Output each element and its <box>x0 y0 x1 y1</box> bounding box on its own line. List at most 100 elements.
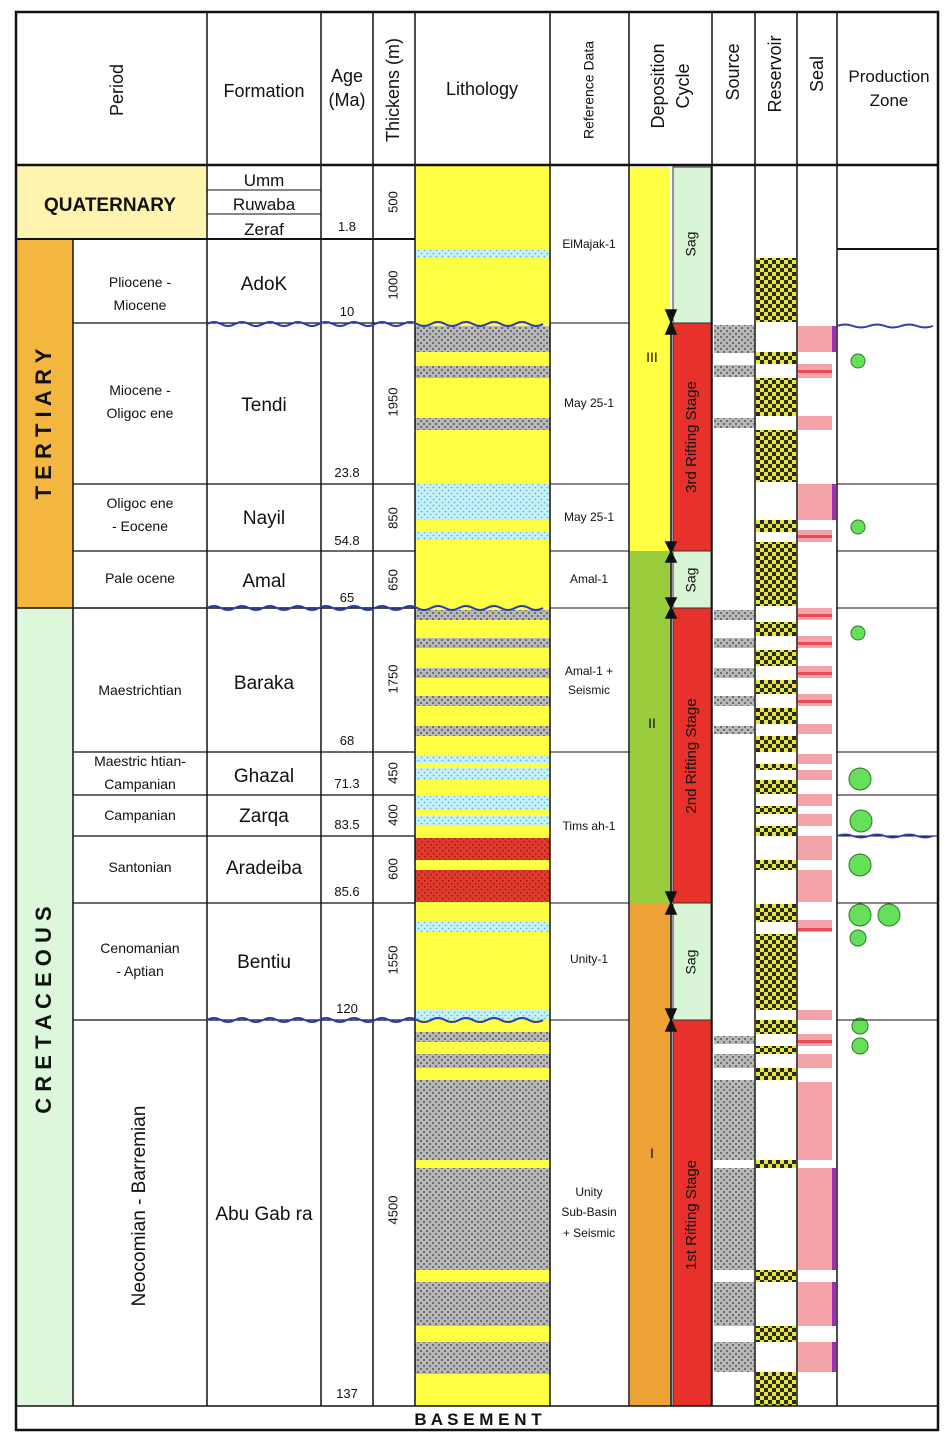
lithology-shale-band <box>415 1342 550 1374</box>
period-label: Pliocene - <box>109 274 172 290</box>
seal-band <box>798 1054 832 1068</box>
reservoir-band <box>756 806 796 814</box>
reservoir-band <box>756 430 796 482</box>
header-age-line1: Age <box>331 66 363 86</box>
reservoir-band <box>756 1068 796 1080</box>
source-shale-band <box>714 1282 754 1326</box>
source-shale-band <box>714 668 754 678</box>
seal-band <box>798 1342 832 1372</box>
production-zone-marker <box>850 519 866 535</box>
reservoir-band <box>756 764 796 770</box>
period-label: Pale ocene <box>105 570 175 586</box>
period-label: Maestrichtian <box>98 682 181 698</box>
production-zone-marker <box>849 809 873 833</box>
era-background-fills <box>16 165 207 1406</box>
reference-label: Amal-1 <box>570 572 608 586</box>
lithology-shale-band <box>415 418 550 430</box>
header-formation: Formation <box>223 81 304 101</box>
era-tertiary: T E R T I A R Y <box>31 348 56 499</box>
source-shale-band <box>714 696 754 706</box>
reference-label: Tims ah-1 <box>563 819 616 833</box>
age-label: 65 <box>340 590 354 605</box>
period-labels: Pliocene - Miocene Miocene - Oligoc ene … <box>94 274 186 1306</box>
thickness-label: 600 <box>385 858 400 880</box>
source-shale-band <box>714 1080 754 1160</box>
reference-label: Unity <box>575 1185 602 1199</box>
cycle-stage-labels: III II I Sag 3rd Rifting Stage Sag 2nd R… <box>646 232 700 1270</box>
reference-label: Sub-Basin <box>561 1205 616 1219</box>
age-labels: 10 23.8 54.8 65 68 71.3 83.5 85.6 120 13… <box>334 304 359 1401</box>
reservoir-band <box>756 1160 796 1168</box>
period-label: Cenomanian <box>100 940 179 956</box>
lithology-shale-band <box>415 696 550 706</box>
header-deposition-line1: Deposition <box>648 43 668 128</box>
lithology-shale-band <box>415 638 550 648</box>
thickness-label: 450 <box>385 762 400 784</box>
reservoir-band <box>756 934 796 1010</box>
lithology-silt-band <box>415 755 550 763</box>
period-label: - Aptian <box>116 963 163 979</box>
unconformities <box>206 321 934 1023</box>
reservoir-band <box>756 378 796 416</box>
age-quaternary: 1.8 <box>338 219 356 234</box>
production-zone-marker <box>848 903 872 927</box>
rift2-stage-bar <box>672 607 712 904</box>
reference-label: + Seismic <box>563 1226 615 1240</box>
reservoir-band <box>756 680 796 694</box>
seal-column <box>798 326 836 1372</box>
period-label: Oligoc ene <box>107 405 174 421</box>
reservoir-band <box>756 352 796 364</box>
header-thickness: Thickens (m) <box>383 38 403 142</box>
source-shale-band <box>714 418 754 428</box>
lithology-shale-band <box>415 1080 550 1160</box>
seal-band <box>798 724 832 734</box>
reference-label: ElMajak-1 <box>562 237 616 251</box>
header-age-line2: (Ma) <box>329 90 366 110</box>
reservoir-band <box>756 736 796 752</box>
header-production-line2: Zone <box>870 91 909 110</box>
period-label: Miocene - <box>109 382 171 398</box>
production-zone-marker <box>877 903 901 927</box>
sag-stage-bar <box>672 166 712 324</box>
reservoir-band <box>756 1020 796 1034</box>
cycle-label: II <box>648 715 656 731</box>
header-reference: Reference Data <box>581 41 597 139</box>
reservoir-band <box>756 860 796 870</box>
stage-label: Sag <box>683 568 699 593</box>
reference-label: May 25-1 <box>564 510 614 524</box>
seal-band <box>798 836 832 860</box>
production-zone-marker <box>851 1037 869 1055</box>
reservoir-band <box>756 708 796 724</box>
stage-label: Sag <box>683 950 699 975</box>
thickness-label: 1750 <box>385 665 400 694</box>
lithology-silt-band <box>415 922 550 932</box>
cycle-ii-bar <box>630 551 670 903</box>
source-shale-band <box>714 610 754 620</box>
formation-label: Baraka <box>234 673 295 694</box>
thickness-label: 1550 <box>385 946 400 975</box>
production-zone-marker <box>848 853 872 877</box>
formation-label: Aradeiba <box>226 858 302 879</box>
reference-labels: ElMajak-1 May 25-1 May 25-1 Amal-1 Amal-… <box>561 237 616 1240</box>
formation-umm: Umm <box>244 171 285 190</box>
age-label: 68 <box>340 733 354 748</box>
source-column <box>714 325 754 1372</box>
stage-label: Sag <box>683 232 699 257</box>
header-seal: Seal <box>807 56 827 92</box>
reservoir-band <box>756 904 796 922</box>
quaternary-formations: Umm Ruwaba Zeraf 1.8 500 <box>233 171 401 239</box>
seal-band <box>798 326 832 352</box>
formation-label: AdoK <box>241 274 288 295</box>
period-label: Campanian <box>104 807 176 823</box>
seal-band <box>798 1168 832 1270</box>
header-lithology: Lithology <box>446 79 518 99</box>
seal-band <box>798 794 832 806</box>
seal-band <box>798 870 832 902</box>
reservoir-band <box>756 780 796 794</box>
reference-label: May 25-1 <box>564 396 614 410</box>
age-label: 85.6 <box>334 884 359 899</box>
thickness-labels: 1000 1950 850 650 1750 450 400 600 1550 … <box>385 271 400 1225</box>
sag-stage-bar <box>672 550 712 609</box>
cretaceous-band <box>16 608 73 1406</box>
formation-label: Zarqa <box>239 806 289 827</box>
